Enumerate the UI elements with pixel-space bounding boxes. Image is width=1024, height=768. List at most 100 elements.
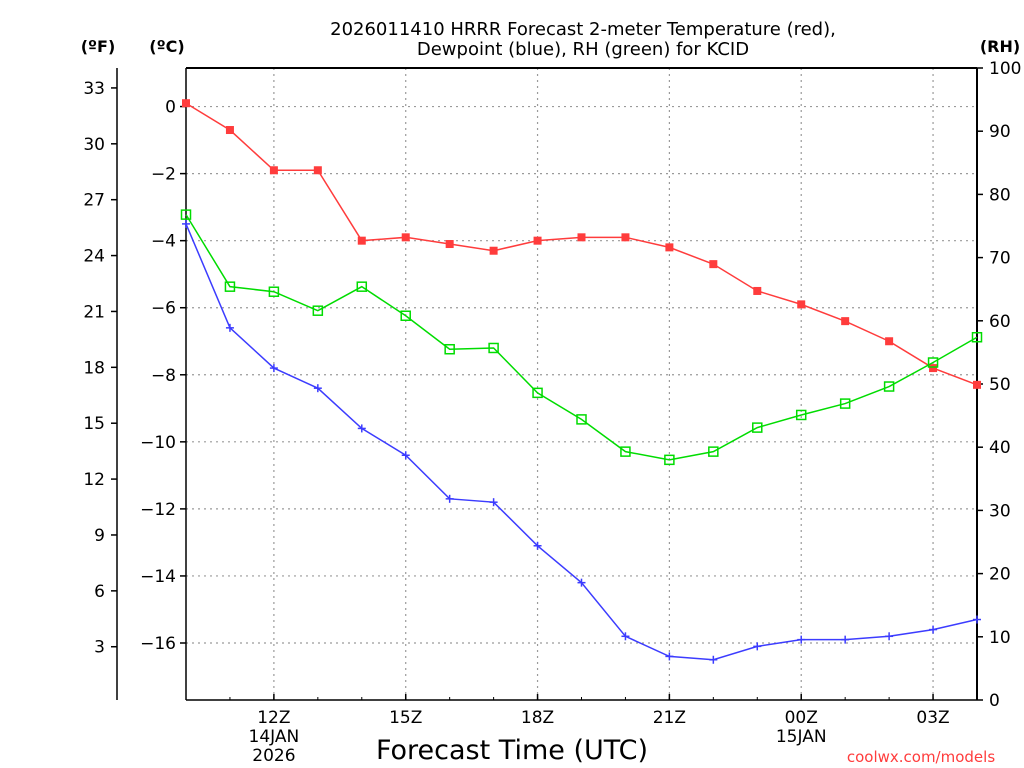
dewpoint-point — [753, 642, 762, 651]
celsius-tick-label: −8 — [151, 366, 176, 386]
rh-point — [708, 446, 719, 457]
dewpoint-point — [489, 498, 498, 507]
x-tick-label: 00Z — [785, 708, 818, 728]
dewpoint-point — [533, 541, 542, 550]
rh-point — [488, 342, 499, 354]
temperature-point — [313, 166, 322, 175]
temperature-point — [269, 166, 278, 175]
fahrenheit-tick-label: 24 — [83, 247, 105, 267]
temperature-point — [797, 300, 806, 309]
dewpoint-point — [621, 632, 630, 641]
celsius-tick-label: −12 — [140, 500, 176, 520]
rh-point — [180, 209, 192, 220]
rh-tick-label: 0 — [989, 691, 1000, 711]
fahrenheit-tick-label: 6 — [94, 582, 105, 602]
rh-point — [927, 357, 939, 368]
series-line — [185, 102, 978, 386]
x-tick-date-label: 14JAN — [249, 727, 300, 747]
celsius-tick-label: 0 — [165, 98, 176, 118]
temperature-point — [533, 236, 542, 245]
rh-tick-label: 10 — [989, 628, 1011, 648]
dewpoint-point — [929, 625, 938, 634]
temperature-point — [973, 380, 981, 389]
rh-point — [620, 446, 631, 457]
chart-title-line1: 2026011410 HRRR Forecast 2-meter Tempera… — [330, 19, 836, 40]
rh-point — [444, 343, 455, 355]
rh-point — [224, 281, 236, 292]
temperature-point — [929, 364, 938, 373]
fahrenheit-unit-label: (ºF) — [81, 37, 116, 56]
temperature-point — [577, 233, 586, 242]
rh-point — [532, 387, 543, 399]
rh-point — [356, 281, 368, 292]
temperature-point — [357, 236, 366, 245]
temperature-point — [445, 240, 454, 249]
dewpoint-point — [357, 424, 366, 433]
dewpoint-point — [182, 219, 190, 228]
data-series — [180, 99, 983, 664]
celsius-tick-label: −6 — [151, 299, 176, 319]
fahrenheit-tick-label: 15 — [83, 414, 105, 434]
dewpoint-point — [797, 635, 806, 644]
grid-lines — [186, 68, 977, 700]
celsius-tick-label: −14 — [140, 567, 176, 587]
temperature-point — [401, 233, 410, 242]
credit-link[interactable]: coolwx.com/models — [847, 748, 995, 766]
rh-tick-label: 70 — [989, 249, 1011, 269]
x-axis-title: Forecast Time (UTC) — [376, 735, 648, 766]
temperature-point — [665, 243, 674, 252]
series-line — [185, 214, 978, 461]
dewpoint-point — [577, 578, 586, 587]
series-rh — [180, 209, 983, 466]
rh-point — [312, 305, 324, 316]
rh-point — [268, 286, 280, 297]
rh-point — [576, 414, 587, 425]
dewpoint-point — [885, 632, 894, 641]
dewpoint-point — [709, 655, 718, 664]
rh-point — [883, 381, 895, 392]
dewpoint-point — [841, 635, 850, 644]
dewpoint-point — [225, 323, 234, 332]
celsius-unit-label: (ºC) — [149, 37, 184, 56]
dewpoint-point — [401, 451, 410, 460]
celsius-tick-label: −4 — [151, 232, 176, 252]
rh-tick-label: 50 — [989, 375, 1011, 395]
rh-point — [971, 331, 983, 343]
dewpoint-point — [665, 652, 674, 661]
rh-point — [839, 398, 851, 409]
dewpoint-point — [269, 364, 278, 373]
series-temperature — [182, 99, 981, 389]
celsius-tick-label: −10 — [140, 433, 176, 453]
celsius-tick-label: −16 — [140, 634, 176, 654]
rh-point — [752, 422, 763, 433]
fahrenheit-tick-label: 12 — [83, 470, 105, 490]
rh-point — [400, 310, 411, 321]
axes — [116, 67, 978, 701]
fahrenheit-tick-label: 30 — [83, 135, 105, 155]
fahrenheit-tick-label: 33 — [83, 79, 105, 99]
temperature-point — [182, 99, 190, 108]
rh-tick-label: 60 — [989, 312, 1011, 332]
fahrenheit-tick-label: 9 — [94, 526, 105, 546]
x-tick-year-label: 2026 — [252, 746, 295, 766]
rh-unit-label: (RH) — [980, 37, 1020, 56]
chart-title-line2: Dewpoint (blue), RH (green) for KCID — [417, 39, 749, 60]
dewpoint-point — [445, 494, 454, 503]
rh-tick-label: 20 — [989, 565, 1011, 585]
x-tick-label: 21Z — [653, 708, 686, 728]
rh-point — [795, 409, 807, 421]
temperature-point — [709, 260, 718, 269]
fahrenheit-tick-label: 3 — [94, 638, 105, 658]
dewpoint-point — [313, 384, 322, 393]
x-tick-label: 03Z — [916, 708, 949, 728]
temperature-point — [841, 317, 850, 326]
rh-tick-label: 40 — [989, 438, 1011, 458]
rh-point — [664, 454, 675, 466]
x-tick-date-label: 15JAN — [776, 727, 827, 747]
fahrenheit-tick-label: 18 — [83, 358, 105, 378]
rh-tick-label: 100 — [989, 59, 1021, 79]
x-tick-label: 18Z — [521, 708, 554, 728]
x-tick-label: 15Z — [389, 708, 422, 728]
rh-tick-label: 90 — [989, 122, 1011, 142]
